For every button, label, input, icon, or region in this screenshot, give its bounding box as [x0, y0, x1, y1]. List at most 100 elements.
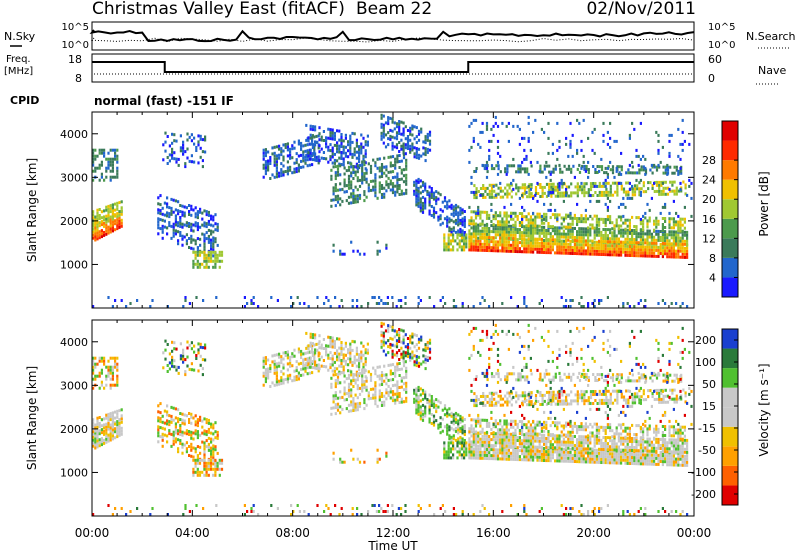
power-cell [582, 230, 585, 234]
power-cell [525, 157, 528, 161]
power-cell [170, 236, 173, 240]
power-cell [683, 233, 686, 237]
power-cell [400, 159, 403, 163]
power-cell [424, 197, 427, 201]
power-cell [580, 214, 583, 218]
power-cell [549, 190, 552, 194]
power-cell [628, 248, 631, 251]
power-cell [534, 189, 538, 192]
velocity-cell [164, 357, 167, 361]
power-cell [199, 207, 202, 211]
velocity-cell [307, 347, 310, 351]
power-cell [523, 167, 527, 171]
power-cell [664, 233, 667, 237]
velocity-cell [114, 365, 117, 369]
power-cell [529, 241, 532, 245]
velocity-cell [159, 435, 162, 439]
velocity-cell [297, 362, 300, 366]
velocity-cell [168, 432, 171, 436]
power-cell [576, 148, 579, 152]
power-cell [504, 186, 507, 190]
power-cell [185, 242, 188, 246]
velocity-cell [374, 399, 377, 403]
velocity-cell [426, 355, 429, 359]
power-cell [424, 138, 427, 142]
power-cell [532, 237, 535, 241]
power-cell [545, 235, 548, 238]
power-cell [195, 146, 198, 149]
power-cell [446, 215, 449, 219]
power-cell [374, 182, 377, 186]
power-cell [452, 208, 455, 212]
power-cell [363, 178, 366, 182]
power-cell [573, 175, 576, 179]
velocity-cell [404, 345, 407, 349]
power-cell [305, 153, 308, 157]
velocity-cell [405, 375, 408, 379]
power-cell [120, 224, 123, 228]
power-cell [109, 230, 112, 234]
velocity-cell [190, 445, 193, 449]
velocity-cell [363, 398, 366, 402]
power-cell [490, 220, 493, 223]
power-cell [547, 208, 550, 212]
power-cell [644, 238, 647, 242]
power-cell [214, 253, 217, 257]
velocity-cell [103, 423, 106, 427]
power-cell [334, 195, 337, 199]
velocity-cell [275, 368, 278, 372]
velocity-cell [264, 371, 267, 375]
power-cell [430, 187, 433, 190]
velocity-cell [362, 353, 365, 357]
power-cell [679, 242, 682, 246]
velocity-cell [103, 432, 106, 436]
power-cell [578, 230, 581, 234]
y-tick-label: 1000 [60, 258, 88, 271]
velocity-cell [120, 408, 123, 412]
velocity-cell [306, 372, 309, 376]
power-cell [571, 246, 574, 249]
velocity-cell [170, 432, 173, 436]
velocity-cell [387, 390, 390, 394]
velocity-cell [116, 420, 119, 424]
power-cell [545, 194, 549, 198]
power-cell [622, 302, 625, 305]
power-cell [94, 223, 97, 227]
velocity-cell [109, 412, 112, 416]
velocity-cell [209, 461, 213, 465]
power-cell [679, 246, 682, 250]
power-cell [518, 224, 521, 227]
velocity-cell [338, 364, 341, 368]
power-cell [120, 221, 123, 225]
power-cell [565, 142, 568, 146]
velocity-cell [347, 348, 350, 352]
power-cell [380, 196, 384, 199]
velocity-cell [365, 376, 368, 380]
power-cell [311, 154, 314, 158]
power-cell [494, 233, 497, 237]
velocity-cell [417, 412, 420, 416]
power-cell [505, 220, 508, 224]
power-cell [380, 113, 383, 117]
power-cell [664, 246, 667, 250]
power-cell [470, 222, 473, 226]
power-cell [512, 236, 515, 240]
power-cell [210, 238, 213, 242]
velocity-cell [204, 343, 207, 347]
velocity-cell [421, 397, 425, 401]
power-cell [541, 170, 544, 174]
velocity-cell [400, 352, 403, 356]
power-cell [675, 192, 678, 196]
power-cell [507, 220, 510, 224]
power-cell [582, 236, 585, 240]
power-cell [655, 130, 658, 134]
velocity-cell [195, 357, 198, 360]
power-cell [109, 218, 112, 222]
velocity-cell [199, 342, 202, 346]
power-cell [556, 232, 559, 236]
power-cell [488, 230, 491, 233]
power-cell [538, 215, 541, 219]
power-cell [320, 147, 323, 151]
power-cell [396, 178, 399, 182]
power-cell [430, 196, 433, 199]
